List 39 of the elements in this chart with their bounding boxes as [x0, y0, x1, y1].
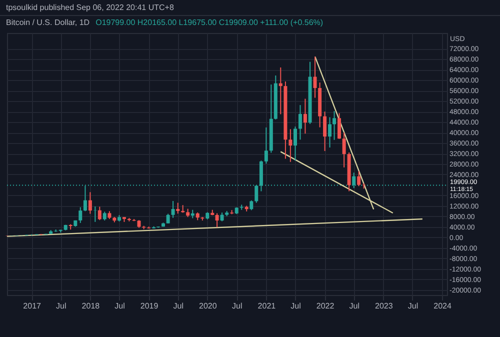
x-tick-label: 2019	[140, 302, 159, 310]
candlestick	[278, 66, 282, 115]
text: tpsoulkid published Sep 06, 2022 20:41 UTC+8	[5, 2, 175, 14]
candlestick	[176, 202, 180, 214]
candlestick	[88, 192, 92, 214]
candlestick	[298, 104, 302, 140]
candlestick	[288, 128, 292, 162]
x-tick-label: 2021	[258, 302, 276, 310]
candlestick	[323, 111, 327, 152]
x-tick-label: 2018	[82, 302, 100, 310]
x-tick-label: 2017	[23, 302, 42, 310]
x-tick-label: Jul	[290, 302, 302, 310]
candlestick	[215, 212, 219, 228]
x-tick-label: Jul	[408, 302, 418, 310]
candlestick	[264, 126, 268, 164]
x-tick-label: Jul	[56, 302, 66, 310]
candlestick	[171, 200, 175, 218]
candlestick	[342, 132, 346, 168]
candlestick	[98, 206, 102, 221]
x-tick-label: Jul	[114, 302, 126, 310]
candlestick	[313, 56, 317, 98]
x-tick-label: 2023	[375, 302, 394, 310]
candlestick	[328, 116, 332, 148]
x-tick-label: 2020	[199, 302, 218, 310]
candlestick	[332, 110, 336, 140]
candlestick	[303, 98, 307, 134]
x-tick-label: 2022	[316, 302, 335, 310]
chart-title: Bitcoin / U.S. Dollar, 1D	[6, 18, 90, 27]
text: O19799.00 H20165.00 L19675.00 C19909.00 +111.00 (+0.56%)	[96, 18, 324, 27]
candlestick	[78, 206, 82, 224]
candlestick	[357, 170, 361, 187]
x-tick-label: Jul	[232, 302, 242, 310]
candlestick	[338, 112, 341, 140]
x-tick-label: 2024	[434, 302, 452, 310]
candlestick	[250, 200, 254, 211]
x-tick-label: Jul	[349, 302, 360, 310]
x-tick-label: Jul	[173, 302, 184, 310]
candlestick	[294, 126, 297, 162]
candlestick	[166, 213, 170, 224]
